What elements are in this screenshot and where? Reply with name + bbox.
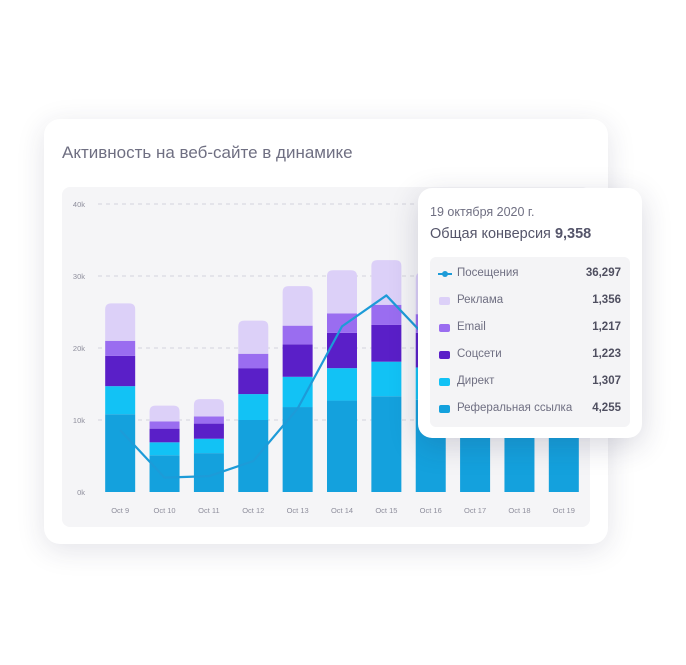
legend-value: 1,217	[592, 321, 621, 333]
bar-segment	[149, 428, 180, 443]
bar-segment	[327, 400, 357, 492]
bar-segment	[193, 416, 224, 424]
y-tick-label: 0k	[77, 488, 85, 497]
bar-segment	[193, 438, 224, 454]
x-tick-label: Oct 17	[464, 506, 486, 515]
x-tick-label: Oct 18	[508, 506, 530, 515]
bar-segment	[371, 324, 402, 362]
bar-segment	[282, 376, 313, 408]
bar-segment	[327, 368, 357, 401]
visits-line	[119, 294, 432, 479]
x-tick-label: Oct 10	[153, 506, 175, 515]
tooltip-conversion: Общая конверсия 9,358	[430, 226, 591, 242]
bar-segment	[105, 355, 136, 387]
bar-segment	[282, 325, 313, 345]
x-tick-label: Oct 13	[287, 506, 309, 515]
legend-label: Email	[457, 321, 486, 333]
swatch-icon	[439, 297, 450, 305]
bar-segment	[327, 270, 357, 314]
legend-label: Посещения	[457, 267, 519, 279]
chart-tooltip: 19 октября 2020 г. Общая конверсия 9,358…	[418, 188, 642, 438]
bar-segment	[371, 396, 402, 492]
conversion-value: 9,358	[554, 226, 592, 242]
bar-segment	[238, 320, 269, 354]
legend-row-direct: Директ 1,307	[430, 372, 630, 392]
legend-row-social: Соцсети 1,223	[430, 345, 630, 365]
bar-segment	[149, 442, 180, 456]
bar-segment	[238, 368, 269, 395]
y-tick-label: 20k	[73, 344, 85, 353]
bar-segment	[282, 286, 313, 326]
bar-segment	[105, 386, 136, 415]
plot-area: 0k 10k 20k 30k 40k Oct 9 Oct 10 Oct 11 Oct 12 Oct…	[62, 187, 590, 527]
swatch-icon	[439, 378, 450, 386]
bar-segment	[282, 344, 313, 377]
x-tick-label: Oct 11	[198, 506, 220, 515]
bar-segment	[149, 455, 180, 492]
legend-value: 4,255	[592, 402, 621, 414]
x-tick-label: Oct 14	[331, 506, 353, 515]
y-tick-label: 10k	[73, 416, 85, 425]
swatch-icon	[439, 324, 450, 332]
bar-segment	[371, 361, 402, 397]
bar-segment	[193, 423, 224, 439]
tooltip-date: 19 октября 2020 г.	[430, 205, 535, 219]
bar-segment	[371, 304, 402, 325]
legend-value: 36,297	[585, 267, 621, 279]
bar-segment	[371, 260, 402, 305]
bar-segment	[193, 399, 224, 417]
bar-segment	[238, 420, 269, 492]
chart-title: Активность на веб-сайте в динамике	[62, 143, 353, 162]
line-marker-icon	[438, 271, 452, 277]
legend-row-email: Email 1,217	[430, 318, 630, 338]
x-tick-label: Oct 19	[553, 506, 575, 515]
y-tick-label: 40k	[73, 200, 85, 209]
legend-row-referral: Реферальная ссылка 4,255	[430, 399, 630, 419]
swatch-icon	[439, 351, 450, 359]
y-tick-label: 30k	[73, 272, 85, 281]
x-tick-label: Oct 9	[111, 506, 129, 515]
x-tick-label: Oct 12	[242, 506, 264, 515]
legend-label: Соцсети	[457, 348, 502, 360]
tooltip-legend-list: Посещения 36,297 Реклама 1,356 Email 1,2…	[430, 257, 630, 427]
bar-segment	[149, 405, 180, 422]
bar-segment	[327, 313, 357, 333]
legend-row-ads: Реклама 1,356	[430, 291, 630, 311]
bar-segment	[105, 340, 136, 356]
legend-value: 1,356	[592, 294, 621, 306]
swatch-icon	[439, 405, 450, 413]
bar-segment	[105, 414, 136, 492]
bar-segment	[238, 353, 269, 369]
bar-segment	[149, 421, 180, 429]
legend-value: 1,223	[592, 348, 621, 360]
legend-label: Директ	[457, 375, 495, 387]
bar-segment	[238, 394, 269, 420]
legend-label: Реферальная ссылка	[457, 402, 573, 414]
legend-value: 1,307	[592, 375, 621, 387]
conversion-label: Общая конверсия	[430, 226, 551, 242]
bar-segment	[327, 332, 357, 369]
legend-label: Реклама	[457, 294, 504, 306]
x-tick-label: Oct 16	[420, 506, 442, 515]
legend-row-visits: Посещения 36,297	[430, 264, 630, 284]
bar-segment	[105, 303, 136, 341]
x-tick-label: Oct 15	[375, 506, 397, 515]
